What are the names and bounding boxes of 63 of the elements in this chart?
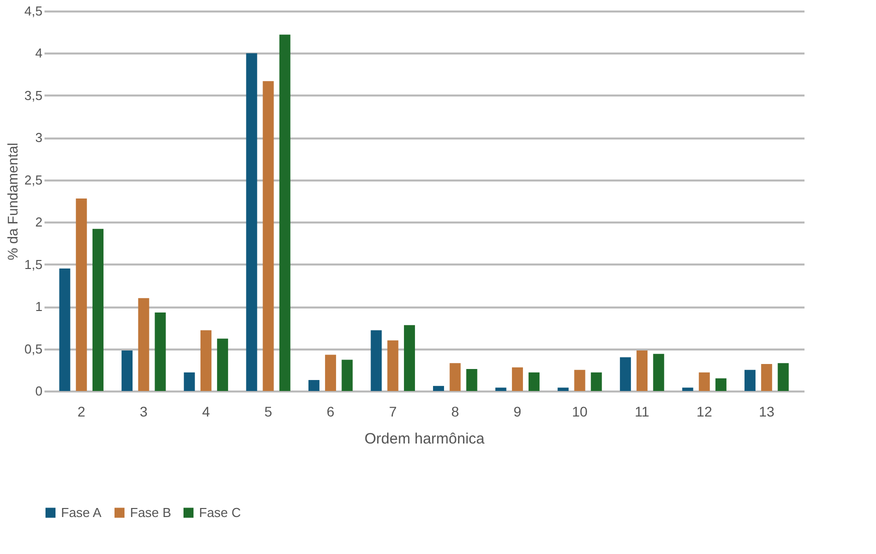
y-tick-label: 4,5 — [24, 4, 42, 18]
y-tick-label: 3 — [35, 130, 42, 146]
x-tick-label: 9 — [514, 404, 522, 420]
y-tick-label: 2,5 — [24, 172, 42, 188]
bar — [512, 367, 523, 391]
x-tick-label: 6 — [326, 404, 335, 420]
x-tick-label: 10 — [572, 404, 588, 420]
bar — [778, 363, 789, 391]
y-tick-label: 2 — [35, 214, 42, 230]
y-tick-label: 0,5 — [24, 341, 42, 356]
bar — [308, 380, 320, 391]
bar — [246, 53, 258, 391]
bar — [387, 340, 398, 391]
bar — [92, 228, 104, 391]
bar — [122, 350, 133, 391]
legend-label: Fase B — [130, 504, 172, 520]
bar — [184, 372, 195, 391]
y-tick-label: 1,5 — [24, 256, 42, 272]
bar — [558, 388, 569, 391]
bar — [715, 378, 726, 391]
bar — [698, 372, 710, 391]
bar — [636, 350, 648, 391]
bar — [761, 364, 772, 391]
y-tick-label: 4 — [35, 46, 42, 61]
bar — [574, 370, 586, 391]
bar — [76, 198, 87, 391]
y-tick-label: 1 — [35, 299, 42, 314]
x-tick-label: 2 — [77, 404, 86, 420]
bar — [744, 370, 756, 391]
bar — [495, 388, 506, 391]
bar — [433, 386, 444, 391]
bar — [138, 298, 150, 391]
bar — [682, 388, 694, 391]
x-tick-label: 13 — [758, 404, 775, 420]
bar — [590, 372, 602, 391]
bar — [262, 81, 274, 391]
x-tick-label: 7 — [388, 404, 397, 420]
x-tick-label: 4 — [202, 404, 210, 420]
bar — [154, 312, 166, 391]
legend-label: Fase A — [61, 504, 102, 520]
bar — [450, 363, 461, 391]
bar — [200, 330, 212, 391]
x-tick-label: 11 — [634, 404, 650, 420]
legend-label: Fase C — [199, 504, 241, 520]
bar — [325, 354, 336, 391]
x-tick-label: 12 — [696, 404, 712, 420]
bar — [466, 369, 478, 391]
bar — [370, 330, 382, 391]
bar — [279, 34, 290, 391]
bar — [620, 357, 631, 391]
y-tick-label: 0 — [35, 384, 42, 398]
y-tick-label: 3,5 — [24, 88, 42, 103]
x-tick-label: 8 — [451, 404, 460, 420]
bar — [653, 354, 664, 391]
y-axis-title: % da Fundamental — [4, 142, 20, 260]
bar — [528, 372, 540, 391]
bar — [342, 360, 353, 391]
x-tick-label: 5 — [264, 404, 272, 420]
bar — [404, 325, 415, 391]
x-tick-label: 3 — [140, 404, 148, 420]
bar — [217, 338, 228, 391]
bar — [59, 268, 70, 391]
x-axis-title: Ordem harmônica — [364, 430, 486, 448]
